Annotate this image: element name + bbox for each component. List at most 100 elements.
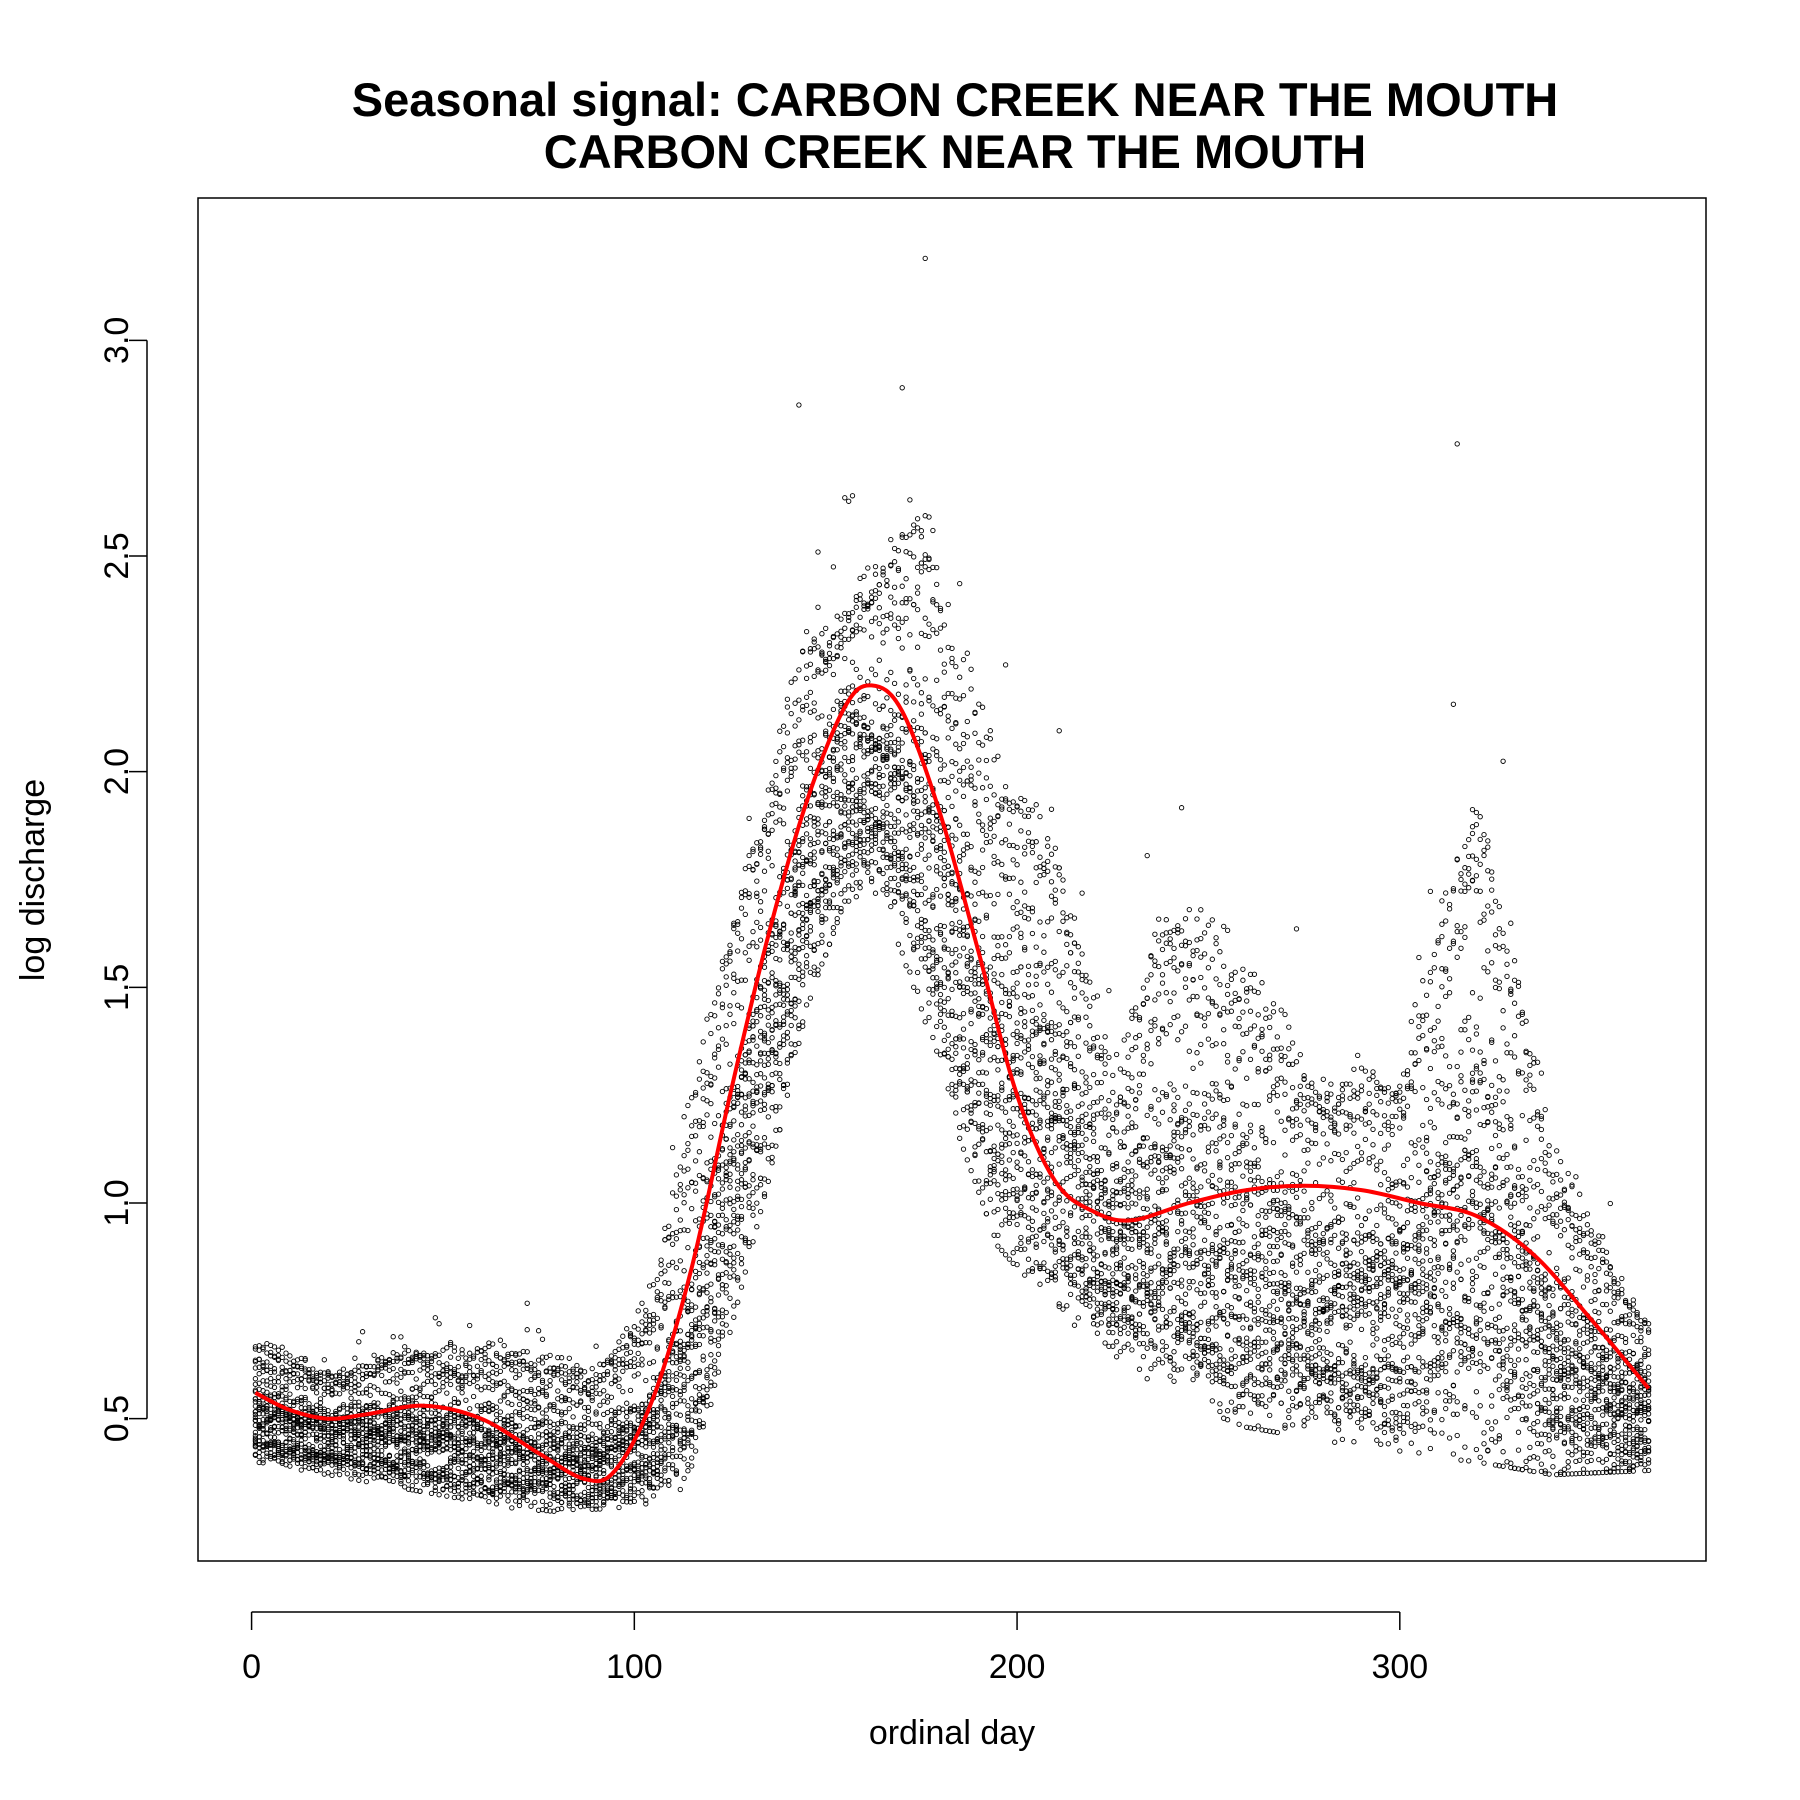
scatter-point bbox=[918, 841, 925, 848]
scatter-point bbox=[922, 927, 928, 934]
scatter-point bbox=[1156, 1035, 1162, 1042]
scatter-point bbox=[260, 1460, 266, 1466]
scatter-point bbox=[1358, 1248, 1365, 1255]
scatter-point bbox=[834, 919, 840, 926]
scatter-point bbox=[979, 1200, 986, 1206]
scatter-point bbox=[868, 618, 875, 625]
scatter-point bbox=[1182, 976, 1189, 982]
scatter-point bbox=[1240, 1049, 1246, 1055]
scatter-point bbox=[1175, 1228, 1181, 1235]
scatter-point bbox=[1121, 1233, 1127, 1239]
scatter-point bbox=[1171, 990, 1177, 996]
scatter-point bbox=[803, 694, 810, 700]
scatter-point bbox=[509, 1401, 515, 1408]
scatter-point bbox=[692, 1275, 699, 1281]
scatter-point bbox=[386, 1477, 393, 1484]
scatter-point bbox=[1041, 865, 1047, 872]
scatter-point bbox=[1259, 1178, 1265, 1185]
scatter-point bbox=[612, 1348, 618, 1355]
scatter-point bbox=[1615, 1364, 1621, 1370]
scatter-point bbox=[830, 875, 837, 881]
scatter-point bbox=[1504, 1177, 1510, 1183]
scatter-point bbox=[811, 700, 817, 706]
scatter-point bbox=[1389, 1396, 1395, 1402]
scatter-point bbox=[1259, 1207, 1265, 1214]
scatter-point bbox=[639, 1300, 645, 1306]
scatter-point bbox=[1611, 1335, 1617, 1341]
scatter-point bbox=[754, 1200, 760, 1206]
scatter-point bbox=[964, 841, 970, 847]
scatter-point bbox=[934, 736, 940, 742]
scatter-point bbox=[826, 941, 833, 947]
scatter-point bbox=[681, 1268, 687, 1274]
scatter-point bbox=[1259, 1132, 1265, 1139]
scatter-point bbox=[1416, 1023, 1422, 1030]
scatter-point bbox=[941, 661, 947, 667]
scatter-point bbox=[677, 1164, 683, 1170]
scatter-point bbox=[1431, 1322, 1437, 1329]
scatter-point bbox=[1431, 1242, 1437, 1249]
scatter-point bbox=[1102, 1145, 1108, 1151]
scatter-point bbox=[1473, 1107, 1480, 1113]
scatter-point bbox=[1462, 881, 1468, 887]
scatter-point bbox=[1489, 1426, 1495, 1432]
scatter-point bbox=[302, 1394, 308, 1401]
scatter-point bbox=[689, 1095, 695, 1101]
scatter-point bbox=[1504, 1113, 1510, 1120]
scatter-point bbox=[930, 937, 936, 943]
scatter-point bbox=[1385, 1385, 1391, 1391]
scatter-point bbox=[535, 1461, 542, 1467]
scatter-point bbox=[574, 1362, 580, 1369]
scatter-point bbox=[1378, 1202, 1384, 1208]
scatter-point bbox=[957, 1135, 963, 1141]
scatter-point bbox=[1634, 1312, 1640, 1318]
scatter-point bbox=[842, 868, 848, 875]
scatter-point bbox=[639, 1362, 645, 1368]
scatter-point bbox=[1538, 1070, 1545, 1076]
scatter-point bbox=[1270, 1298, 1277, 1304]
scatter-point bbox=[1523, 1357, 1529, 1363]
scatter-point bbox=[1064, 963, 1070, 969]
scatter-point bbox=[937, 607, 944, 614]
scatter-point bbox=[1458, 1457, 1464, 1463]
scatter-point bbox=[937, 757, 944, 763]
scatter-point bbox=[1029, 843, 1036, 850]
scatter-point bbox=[620, 1430, 626, 1436]
scatter-point bbox=[937, 711, 944, 717]
scatter-point bbox=[1561, 1471, 1568, 1477]
scatter-point bbox=[1423, 1408, 1430, 1414]
scatter-point bbox=[474, 1384, 481, 1390]
scatter-point bbox=[1427, 969, 1434, 976]
scatter-point bbox=[444, 1390, 450, 1396]
scatter-point bbox=[891, 622, 898, 628]
scatter-point bbox=[1025, 1239, 1032, 1245]
scatter-point bbox=[922, 615, 928, 621]
scatter-point bbox=[513, 1498, 519, 1504]
scatter-point bbox=[539, 1388, 546, 1394]
scatter-point bbox=[888, 903, 894, 910]
scatter-point bbox=[723, 1164, 729, 1171]
scatter-point bbox=[413, 1478, 419, 1485]
scatter-point bbox=[987, 821, 993, 827]
scatter-point bbox=[953, 970, 959, 976]
scatter-point bbox=[509, 1505, 515, 1511]
scatter-point bbox=[1534, 1181, 1541, 1188]
scatter-point bbox=[666, 1482, 672, 1488]
scatter-point bbox=[934, 602, 940, 608]
scatter-point bbox=[1469, 1280, 1476, 1287]
scatter-point bbox=[999, 804, 1005, 810]
scatter-point bbox=[750, 1189, 756, 1196]
scatter-point bbox=[1006, 806, 1013, 812]
scatter-point bbox=[1274, 1173, 1280, 1180]
scatter-point bbox=[409, 1369, 415, 1376]
scatter-point bbox=[704, 1016, 710, 1022]
scatter-point bbox=[1178, 1277, 1185, 1283]
scatter-point bbox=[1366, 1120, 1372, 1126]
scatter-point bbox=[1565, 1464, 1571, 1470]
scatter-point bbox=[1098, 1237, 1104, 1243]
scatter-point bbox=[685, 1410, 691, 1417]
scatter-point bbox=[413, 1394, 419, 1400]
scatter-point bbox=[1431, 1038, 1437, 1044]
scatter-point bbox=[1645, 1347, 1652, 1353]
